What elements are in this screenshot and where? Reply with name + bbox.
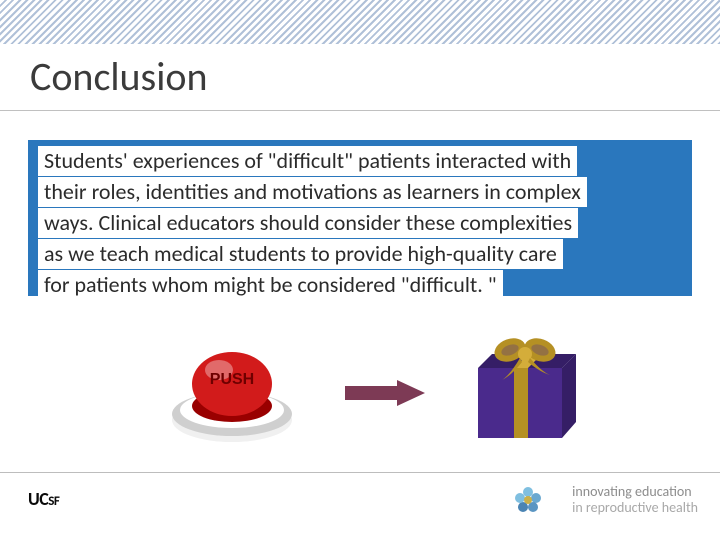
footer-tagline: innovating education in reproductive hea… (572, 484, 698, 516)
ucsf-logo-uc: UC (28, 488, 48, 510)
arrow-icon (345, 380, 425, 406)
push-button-label: PUSH (210, 371, 254, 388)
flower-icon (514, 486, 542, 514)
push-button-illustration: PUSH (165, 328, 300, 448)
slide-title: Conclusion (30, 52, 207, 101)
footer-divider (0, 472, 720, 473)
tagline-line-2: in reproductive health (572, 500, 698, 516)
body-line: ways. Clinical educators should consider… (38, 208, 578, 238)
body-line: their roles, identities and motivations … (38, 177, 587, 207)
ucsf-logo-sf: SF (48, 494, 59, 509)
illustration-row: PUSH (0, 320, 720, 470)
slide: Conclusion Students' experiences of "dif… (0, 0, 720, 540)
title-underline (0, 110, 720, 111)
body-line: Students' experiences of "difficult" pat… (38, 146, 577, 176)
header-stripe-pattern (0, 0, 720, 44)
body-line: for patients whom might be considered "d… (38, 270, 503, 300)
body-line: as we teach medical students to provide … (38, 239, 563, 269)
ucsf-logo: UCSF (28, 488, 59, 510)
tagline-line-1: innovating education (572, 484, 698, 500)
conclusion-text-box: Students' experiences of "difficult" pat… (28, 140, 692, 296)
gift-box-illustration (460, 320, 580, 445)
